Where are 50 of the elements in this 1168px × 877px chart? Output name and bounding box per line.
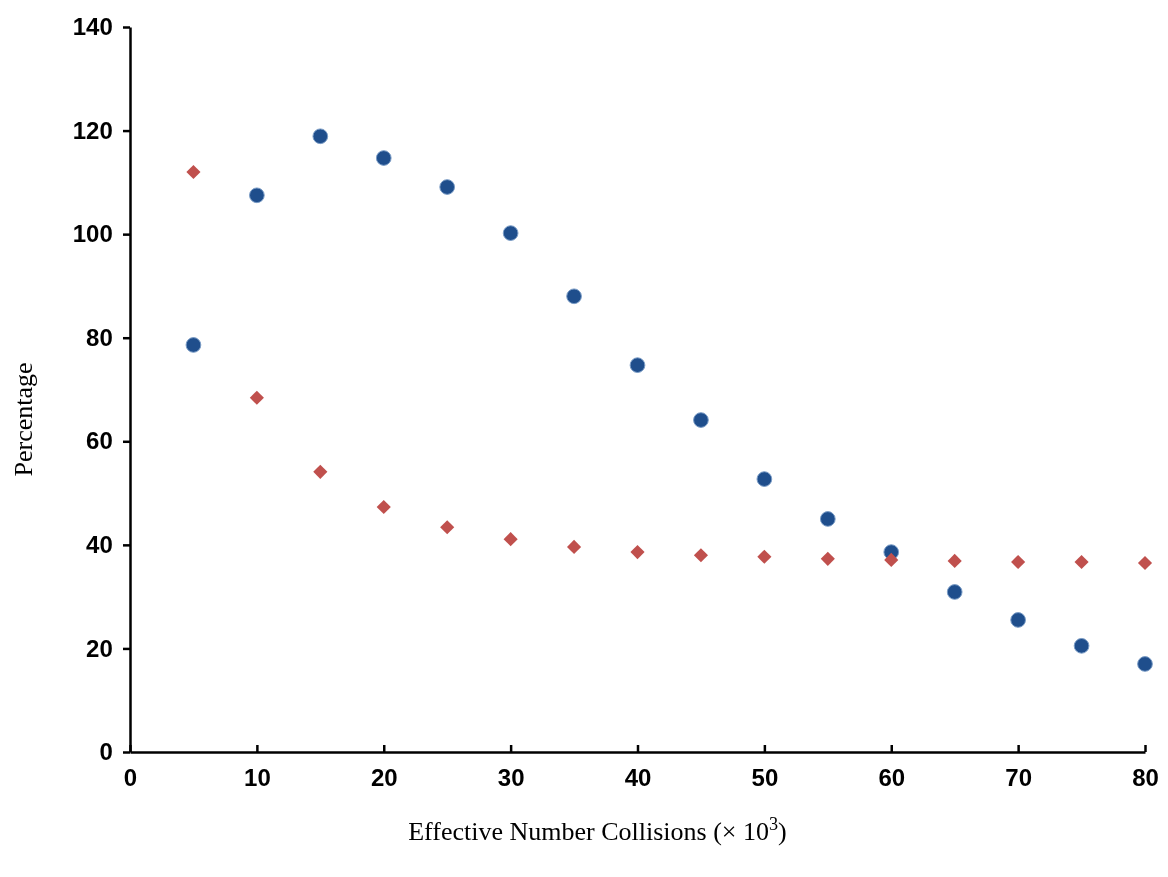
point bbox=[185, 337, 202, 353]
point bbox=[312, 128, 329, 145]
x-tick-label: 0 bbox=[123, 764, 138, 792]
point bbox=[440, 520, 455, 535]
point bbox=[376, 499, 391, 515]
y-tick-label: 40 bbox=[86, 531, 113, 559]
y-tick-label: 20 bbox=[86, 634, 113, 662]
x-tick-label: 70 bbox=[1005, 764, 1032, 792]
point bbox=[693, 548, 709, 563]
point bbox=[249, 390, 264, 405]
y-tick-label: 80 bbox=[86, 323, 113, 351]
point bbox=[502, 225, 519, 241]
point bbox=[630, 545, 645, 560]
point bbox=[820, 551, 835, 566]
x-tick-label: 30 bbox=[497, 764, 525, 792]
y-tick-label: 120 bbox=[72, 116, 113, 144]
x-tick-label: 50 bbox=[751, 764, 779, 792]
point bbox=[566, 539, 582, 554]
y-tick-label: 100 bbox=[72, 220, 113, 248]
point bbox=[693, 412, 709, 428]
point bbox=[1073, 638, 1090, 654]
point bbox=[186, 164, 201, 180]
point bbox=[756, 471, 773, 487]
y-tick-label: 0 bbox=[99, 738, 113, 766]
x-tick-label: 80 bbox=[1132, 764, 1159, 792]
point bbox=[375, 150, 392, 166]
x-tick-label: 60 bbox=[878, 764, 906, 792]
y-axis-title: Percentage bbox=[9, 362, 38, 477]
point bbox=[313, 464, 328, 479]
point bbox=[439, 179, 456, 195]
point bbox=[946, 584, 963, 600]
point bbox=[1137, 656, 1153, 672]
point bbox=[566, 288, 582, 305]
y-tick-label: 140 bbox=[72, 13, 113, 41]
point bbox=[629, 357, 646, 373]
point bbox=[1010, 612, 1026, 628]
point bbox=[249, 187, 265, 204]
x-tick-label: 10 bbox=[244, 764, 271, 792]
x-tick-label: 20 bbox=[370, 764, 398, 792]
x-tick-label: 40 bbox=[624, 764, 652, 792]
point bbox=[1011, 554, 1026, 570]
x-axis-title: Effective Number Collisions (× 10$^{3}$) bbox=[408, 814, 787, 846]
point bbox=[884, 552, 899, 567]
point bbox=[503, 532, 518, 547]
point bbox=[1074, 554, 1089, 570]
y-tick-label: 60 bbox=[86, 427, 113, 455]
point bbox=[1137, 555, 1153, 571]
point bbox=[947, 553, 962, 568]
point bbox=[757, 549, 772, 564]
point bbox=[819, 511, 836, 527]
